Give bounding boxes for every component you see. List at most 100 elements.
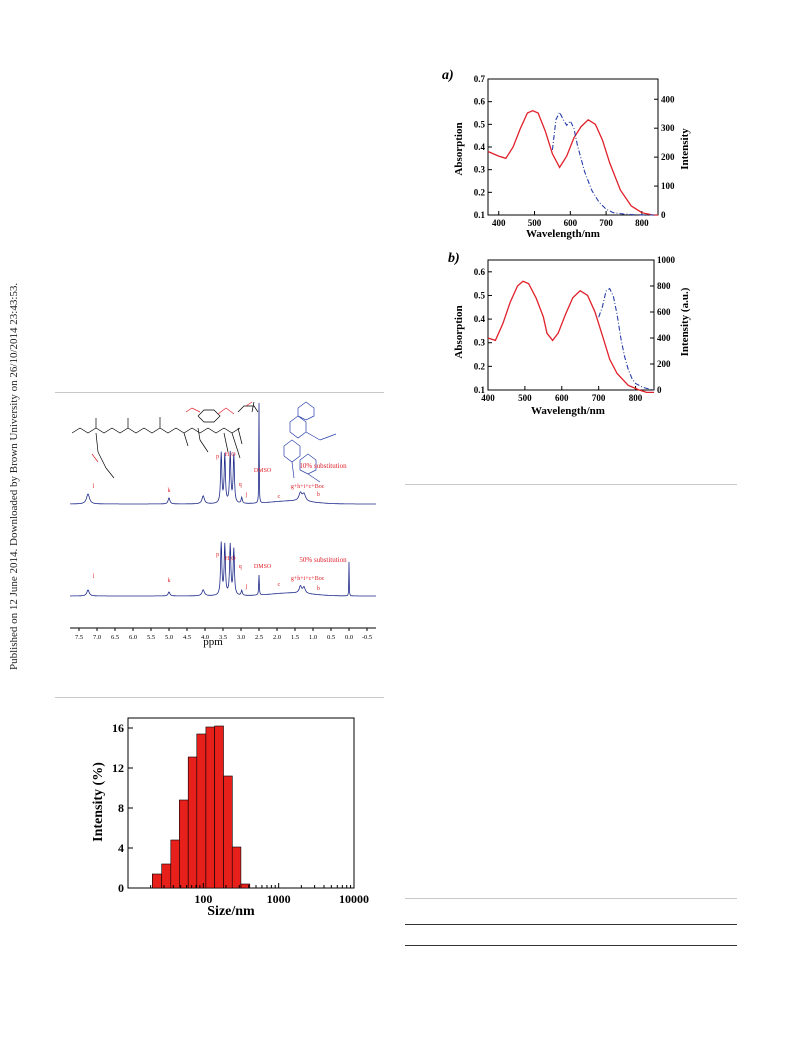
nmr-peak-label-bottom: b [317, 586, 320, 592]
y-right-tick-label: 300 [661, 123, 675, 133]
dls-x-axis-label: Size/nm [207, 904, 255, 919]
nmr-x-tick-label: 0.0 [345, 634, 353, 641]
x-tick-label: 400 [481, 393, 495, 403]
y-right-tick-label: 1000 [657, 255, 676, 265]
nmr-peak-label-bottom: k [168, 578, 171, 584]
nmr-peak-label-bottom: c [277, 582, 280, 588]
y-left-tick-label: 0.4 [474, 314, 486, 324]
histogram-bar [240, 883, 251, 889]
histogram-bar [214, 725, 224, 889]
y-left-tick-label: 0.1 [474, 385, 486, 395]
histogram-bar [179, 799, 189, 889]
publication-sidebar: Published on 12 June 2014. Downloaded by… [8, 95, 22, 695]
spectrum-label-50: 50% substitution [299, 556, 347, 564]
nmr-x-tick-label: 2.0 [273, 634, 281, 641]
histogram-bar [187, 756, 198, 889]
dls-y-tick-label: 12 [112, 761, 124, 775]
nmr-x-tick-label: 4.0 [201, 634, 209, 641]
histogram-bar [161, 863, 172, 889]
y-right-tick-label: 0 [661, 210, 666, 220]
divider-right-2 [405, 898, 737, 899]
dls-y-tick-label: 4 [118, 841, 124, 855]
y-left-tick-label: 0.4 [474, 142, 486, 152]
nmr-spectrum-10 [70, 402, 376, 505]
absorption-emission-chart-b: b) Wavelength/nm Absorption Intensity (a… [448, 251, 691, 417]
structure-red-marks [91, 401, 253, 463]
x-tick-label: 500 [518, 393, 532, 403]
nmr-x-tick-label: 2.5 [255, 634, 263, 641]
nmr-x-axis-label: ppm [203, 636, 223, 648]
x-tick-label: 800 [629, 393, 643, 403]
y-right-tick-label: 200 [657, 359, 671, 369]
nmr-peak-label-bottom: H₂O [225, 556, 236, 562]
histogram-bar [152, 873, 163, 889]
y-left-tick-label: 0.6 [474, 267, 486, 277]
dls-y-tick-label: 8 [118, 801, 124, 815]
table-rule-1 [405, 924, 737, 925]
histogram-bar [170, 839, 180, 889]
y-right-tick-label: 600 [657, 307, 671, 317]
nmr-peak-label-top: b [317, 492, 320, 498]
nmr-peak-label-top: H₂O [225, 452, 236, 458]
absorption-emission-chart-a: a) Wavelength/nm Absorption Intensity 40… [442, 68, 691, 240]
nmr-peak-label-top: j [245, 492, 248, 498]
divider-right-1 [405, 484, 737, 485]
x-tick-label: 400 [492, 218, 506, 228]
nmr-x-tick-label: 7.5 [75, 634, 83, 641]
nmr-x-tick-label: 5.0 [165, 634, 173, 641]
divider-left-2 [55, 697, 384, 698]
nmr-x-tick-label: 6.5 [111, 634, 119, 641]
panel-tag-a: a) [442, 68, 454, 83]
x-axis-label-b: Wavelength/nm [531, 405, 605, 417]
y-left-tick-label: 0.1 [474, 210, 486, 220]
y-left-tick-label: 0.5 [474, 119, 486, 129]
dls-x-tick-label: 1000 [267, 892, 291, 906]
nmr-peak-label-bottom: q [239, 564, 242, 570]
dls-size-histogram: Size/nm Intensity (%) 100 1000 10000 0 4 8 12 1… [91, 717, 369, 919]
divider-left-1 [55, 392, 384, 393]
y-left-tick-label: 0.6 [474, 97, 486, 107]
nmr-peak-label-top: l [93, 484, 95, 490]
y-left-tick-label: 0.2 [474, 187, 486, 197]
dls-y-tick-label: 16 [112, 721, 124, 735]
y-right-tick-label: 200 [661, 152, 675, 162]
nmr-peak-label-top: DMSO [254, 468, 272, 474]
y-left-tick-label: 0.5 [474, 290, 486, 300]
dls-x-tick-label: 100 [194, 892, 212, 906]
y-right-tick-label: 100 [661, 181, 675, 191]
absorption-series-line [487, 280, 654, 394]
nmr-x-tick-label: 5.5 [147, 634, 155, 641]
plot-frame [487, 259, 655, 391]
nmr-x-tick-label: 6.0 [129, 634, 137, 641]
y-axis-label-right-b: Intensity (a.u.) [679, 287, 691, 356]
y-left-tick-label: 0.3 [474, 165, 486, 175]
nmr-peak-label-top: q [239, 482, 242, 488]
nmr-peak-label-bottom: p [216, 552, 219, 558]
histogram-bar [196, 733, 207, 889]
nmr-x-tick-label: -0.5 [362, 634, 372, 641]
histogram-bar [231, 846, 242, 889]
dye-structure-sketch [283, 401, 337, 483]
x-tick-label: 600 [555, 393, 569, 403]
nmr-spectrum-50 [70, 541, 376, 597]
y-right-tick-label: 400 [657, 333, 671, 343]
nmr-x-tick-label: 3.5 [219, 634, 227, 641]
panel-tag-b: b) [448, 251, 460, 266]
x-tick-label: 800 [635, 218, 649, 228]
nmr-peak-label-top: g+h+i+c+Boc [291, 484, 325, 490]
y-axis-label-left-b: Absorption [453, 305, 465, 358]
polymer-structure-sketch [71, 401, 259, 479]
x-tick-label: 700 [592, 393, 606, 403]
y-left-tick-label: 0.2 [474, 361, 486, 371]
emission-series-line [551, 111, 657, 216]
x-axis-label-a: Wavelength/nm [526, 228, 600, 240]
nmr-peak-label-top: c [277, 494, 280, 500]
y-axis-label-right-a: Intensity [679, 128, 691, 170]
nmr-x-tick-label: 3.0 [237, 634, 245, 641]
nmr-x-tick-label: 7.0 [93, 634, 101, 641]
nmr-peak-label-bottom: g+h+i+c+Boc [291, 576, 325, 582]
histogram-bar [223, 775, 233, 889]
nmr-x-tick-label: 4.5 [183, 634, 191, 641]
publication-notice: Published on 12 June 2014. Downloaded by… [8, 282, 20, 670]
nmr-x-tick-label: 0.5 [327, 634, 335, 641]
